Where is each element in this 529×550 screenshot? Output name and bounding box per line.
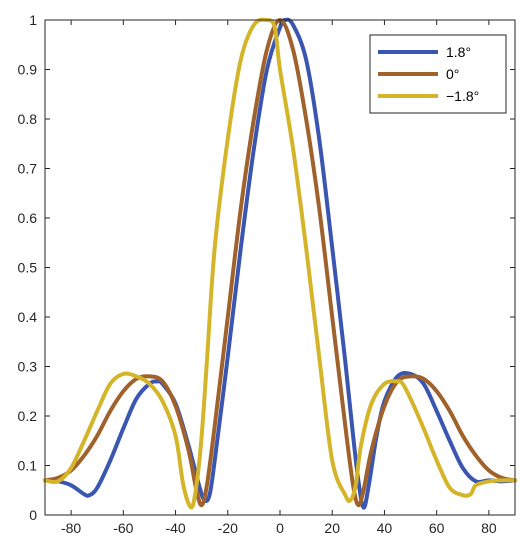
x-tick-label: -20 bbox=[218, 520, 238, 536]
series-line-2 bbox=[43, 17, 517, 510]
x-tick-label: 40 bbox=[377, 520, 393, 536]
y-tick-label: 0.9 bbox=[18, 62, 38, 78]
x-axis: -80 -60 -40 -20 0 20 40 60 80 bbox=[61, 20, 497, 536]
y-axis: 0 0.1 0.2 0.3 0.4 0.5 0.6 0.7 0.8 0.9 1 bbox=[18, 12, 515, 523]
x-tick-label: 80 bbox=[481, 520, 497, 536]
legend-label-1: 0° bbox=[446, 66, 459, 82]
y-tick-label: 1 bbox=[29, 12, 37, 28]
x-tick-label: 0 bbox=[276, 520, 284, 536]
y-tick-label: 0.8 bbox=[18, 111, 38, 127]
y-tick-label: 0.3 bbox=[18, 359, 38, 375]
y-tick-label: 0.1 bbox=[18, 458, 38, 474]
x-tick-label: -80 bbox=[61, 520, 81, 536]
x-tick-label: -60 bbox=[113, 520, 133, 536]
x-tick-label: -40 bbox=[165, 520, 185, 536]
y-tick-label: 0.7 bbox=[18, 161, 38, 177]
x-tick-label: 60 bbox=[429, 520, 445, 536]
legend-label-2: −1.8° bbox=[446, 88, 479, 104]
y-tick-label: 0 bbox=[29, 507, 37, 523]
legend-label-0: 1.8° bbox=[446, 44, 471, 60]
y-tick-label: 0.2 bbox=[18, 408, 38, 424]
y-tick-label: 0.6 bbox=[18, 210, 38, 226]
y-tick-label: 0.4 bbox=[18, 309, 38, 325]
x-tick-label: 20 bbox=[324, 520, 340, 536]
legend: 1.8° 0° −1.8° bbox=[369, 34, 507, 114]
y-tick-label: 0.5 bbox=[18, 260, 38, 276]
